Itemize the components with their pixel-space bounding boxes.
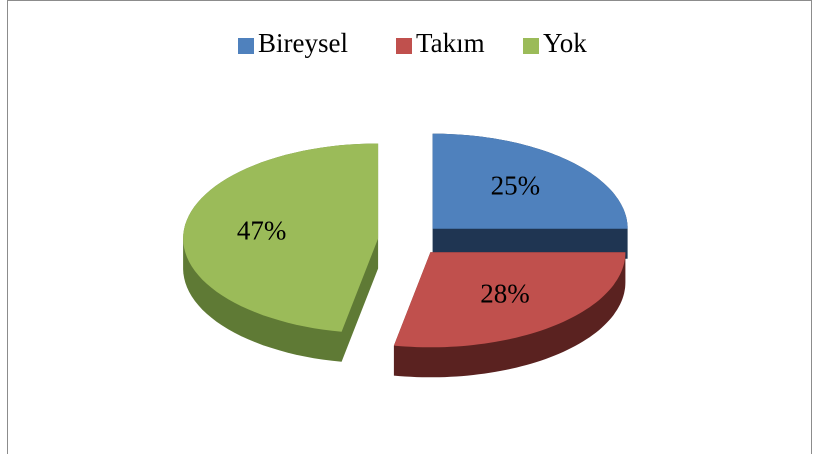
legend-label: Takım — [416, 28, 485, 58]
data-label: 25% — [491, 171, 541, 201]
legend-label: Bireysel — [258, 28, 348, 58]
legend-swatch — [396, 38, 412, 54]
chart-border — [7, 0, 812, 454]
slice — [183, 143, 379, 332]
data-label: 47% — [237, 215, 287, 245]
legend-swatch — [238, 38, 254, 54]
data-label: 28% — [480, 278, 530, 308]
slice — [432, 133, 628, 229]
legend-swatch — [523, 38, 539, 54]
slice — [393, 252, 626, 348]
legend-label: Yok — [543, 28, 587, 58]
